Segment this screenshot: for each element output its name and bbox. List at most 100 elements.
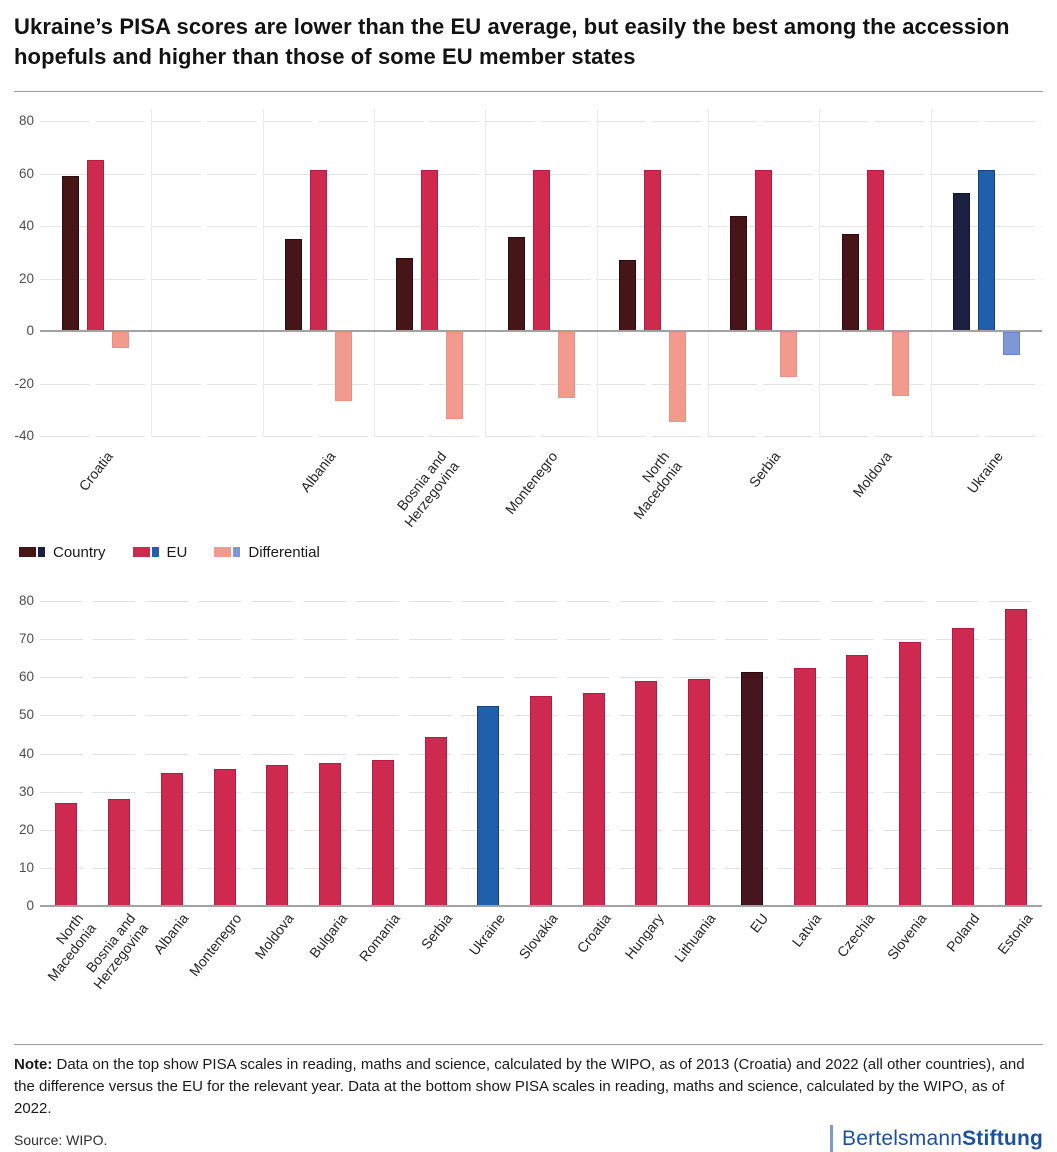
x-label-text: Bulgaria bbox=[305, 910, 350, 961]
bar-czechia bbox=[846, 655, 869, 906]
x-label-text: Albania bbox=[150, 910, 192, 958]
group-separator bbox=[151, 109, 153, 437]
bar-bosnia-and-herzegovina-differential bbox=[446, 332, 464, 420]
bar-latvia bbox=[793, 667, 816, 906]
bar-north-macedonia-eu bbox=[643, 170, 661, 331]
bar-serbia bbox=[424, 737, 447, 906]
bar-bosnia-and-herzegovina bbox=[108, 799, 131, 906]
group-separator bbox=[930, 109, 932, 437]
bar-estonia bbox=[1004, 608, 1027, 906]
y-tick-label: 80 bbox=[18, 113, 34, 128]
page-title: Ukraine’s PISA scores are lower than the… bbox=[14, 14, 1010, 69]
y-tick-label: 60 bbox=[18, 165, 34, 181]
gridline bbox=[40, 436, 1042, 437]
bar-albania bbox=[160, 772, 183, 906]
bar-albania-eu bbox=[309, 170, 327, 331]
bar-croatia-differential bbox=[112, 332, 130, 348]
x-label-text: Albania bbox=[296, 448, 339, 496]
bar-montenegro-eu bbox=[532, 170, 550, 331]
y-tick-label: 20 bbox=[18, 821, 34, 837]
bar-montenegro-differential bbox=[557, 332, 575, 399]
legend: Country EU Differential bbox=[0, 536, 1057, 568]
legend-label: Country bbox=[53, 543, 106, 561]
note-text: Data on the top show PISA scales in read… bbox=[14, 1056, 1025, 1117]
bar-montenegro bbox=[213, 768, 236, 906]
bar-north-macedonia-differential bbox=[668, 332, 686, 423]
x-label-text: Serbia bbox=[745, 448, 784, 491]
note-label: Note: bbox=[14, 1056, 53, 1073]
header: Ukraine’s PISA scores are lower than the… bbox=[0, 0, 1057, 91]
x-label-text: Bosnia and Herzegovina bbox=[393, 448, 462, 530]
legend-swatch-ukraine bbox=[233, 547, 241, 557]
y-tick-label: 10 bbox=[18, 859, 34, 875]
top-chart: 80 60 40 20 0 -20 -40 Croatia Albania Bosnia and H… bbox=[0, 92, 1057, 536]
x-label-text: Ukraine bbox=[465, 910, 509, 959]
x-label-text: Poland bbox=[943, 910, 983, 955]
bar-serbia-differential bbox=[780, 332, 798, 377]
x-label-text: Serbia bbox=[417, 910, 456, 953]
bar-lithuania bbox=[688, 679, 711, 906]
gridline bbox=[40, 383, 1042, 385]
gridline bbox=[40, 677, 1042, 679]
axis-zero-line bbox=[40, 330, 1042, 332]
legend-label: EU bbox=[166, 543, 188, 561]
gridline bbox=[40, 639, 1042, 641]
bottom-divider bbox=[14, 1044, 1043, 1045]
x-label-text: Czechia bbox=[833, 910, 878, 961]
top-divider bbox=[14, 91, 1043, 92]
x-label-text: Hungary bbox=[621, 910, 667, 962]
y-tick-label: 20 bbox=[18, 270, 34, 286]
logo-divider-icon bbox=[830, 1125, 833, 1152]
y-tick-label: 80 bbox=[18, 593, 34, 608]
logo-part2: Stiftung bbox=[962, 1126, 1043, 1150]
x-label-text: Montenegro bbox=[502, 448, 561, 518]
x-label-text: Slovakia bbox=[515, 910, 561, 962]
bertelsmann-stiftung-logo: BertelsmannStiftung bbox=[830, 1125, 1043, 1152]
bar-ukraine-country bbox=[952, 193, 970, 331]
bar-ukraine-differential bbox=[1002, 332, 1020, 356]
group-separator bbox=[374, 109, 375, 437]
bar-albania-differential bbox=[334, 332, 352, 402]
legend-swatch-main bbox=[19, 547, 36, 557]
group-separator bbox=[819, 109, 821, 437]
bar-moldova-eu bbox=[866, 170, 884, 331]
x-label-text: Latvia bbox=[788, 910, 825, 950]
legend-item-differential: Differential bbox=[214, 543, 320, 561]
group-separator bbox=[262, 109, 264, 437]
y-tick-label: 0 bbox=[26, 898, 34, 913]
bar-croatia-eu bbox=[87, 160, 105, 331]
legend-swatch-ukraine bbox=[151, 547, 159, 557]
axis-zero-line bbox=[40, 905, 1042, 907]
bar-north-macedonia-country bbox=[618, 260, 636, 331]
bar-moldova-differential bbox=[891, 332, 909, 396]
x-label-text: North Macedonia bbox=[629, 448, 685, 522]
bar-north-macedonia bbox=[55, 803, 78, 906]
bar-moldova bbox=[266, 764, 289, 906]
x-label-text: Croatia bbox=[573, 910, 614, 956]
x-label-text: EU bbox=[747, 910, 772, 936]
y-tick-label: 40 bbox=[18, 745, 34, 761]
bar-eu bbox=[740, 672, 763, 906]
bar-serbia-eu bbox=[755, 170, 773, 331]
bar-croatia bbox=[582, 692, 605, 906]
group-separator bbox=[485, 109, 487, 437]
legend-swatch-main bbox=[132, 547, 150, 557]
legend-label: Differential bbox=[248, 543, 320, 561]
gridline bbox=[40, 121, 1042, 122]
y-tick-label: 40 bbox=[18, 218, 34, 233]
x-label-text: Estonia bbox=[994, 910, 1036, 958]
footer: Source: WIPO. BertelsmannStiftung bbox=[14, 1125, 1043, 1152]
gridline bbox=[40, 601, 1042, 602]
x-label-text: Moldova bbox=[251, 910, 298, 962]
x-label-text: Romania bbox=[355, 910, 403, 965]
y-tick-label: 0 bbox=[26, 323, 34, 338]
bar-serbia-country bbox=[730, 215, 748, 331]
bar-moldova-country bbox=[841, 233, 859, 331]
source: Source: WIPO. bbox=[14, 1132, 108, 1149]
y-tick-label: 70 bbox=[18, 631, 34, 647]
bar-ukraine-eu bbox=[977, 170, 995, 331]
legend-swatch-ukraine bbox=[38, 547, 45, 557]
note: Note: Data on the top show PISA scales i… bbox=[14, 1054, 1030, 1119]
group-separator bbox=[596, 109, 598, 437]
